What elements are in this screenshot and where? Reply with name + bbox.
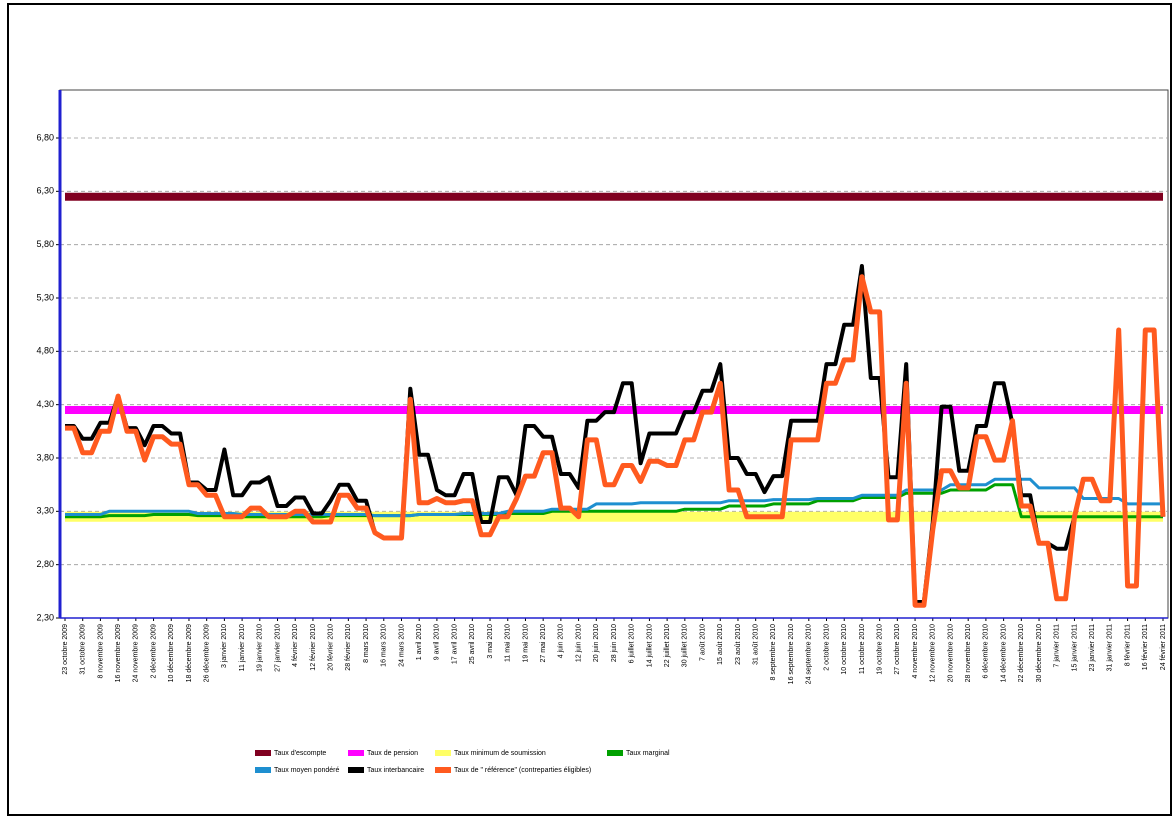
legend-label: Taux de " référence" (contreparties élig… — [454, 767, 591, 774]
y-tick-label: 5,30 — [36, 292, 54, 302]
x-tick-label: 4 novembre 2010 — [912, 624, 919, 679]
x-tick-label: 14 décembre 2010 — [1000, 624, 1007, 682]
x-tick-label: 17 avril 2010 — [451, 624, 458, 664]
x-tick-label: 2 décembre 2009 — [150, 624, 157, 679]
x-tick-label: 6 juillet 2010 — [629, 624, 636, 663]
x-tick-label: 15 janvier 2011 — [1071, 624, 1078, 671]
series-line — [65, 483, 1163, 519]
x-tick-label: 24 février 2011 — [1160, 624, 1167, 670]
x-tick-label: 14 juillet 2010 — [646, 624, 653, 667]
x-tick-label: 19 mai 2010 — [522, 624, 529, 663]
x-tick-label: 24 mars 2010 — [398, 624, 405, 667]
x-tick-label: 31 octobre 2009 — [80, 624, 87, 675]
x-tick-label: 15 août 2010 — [717, 624, 724, 665]
x-tick-label: 12 juin 2010 — [575, 624, 582, 662]
x-tick-label: 25 avril 2010 — [469, 624, 476, 664]
x-tick-label: 11 octobre 2010 — [859, 624, 866, 674]
legend-label: Taux moyen pondéré — [274, 767, 339, 774]
x-tick-label: 30 décembre 2010 — [1036, 624, 1043, 682]
legend-swatch — [348, 750, 364, 756]
x-tick-label: 23 août 2010 — [735, 624, 742, 665]
x-tick-label: 22 décembre 2010 — [1018, 624, 1025, 682]
x-tick-label: 4 juin 2010 — [558, 624, 565, 658]
x-tick-label: 12 février 2010 — [310, 624, 317, 671]
x-tick-label: 30 juillet 2010 — [682, 624, 689, 667]
x-tick-label: 31 janvier 2011 — [1107, 624, 1114, 671]
series-line — [65, 274, 1166, 608]
legend-swatch — [255, 750, 271, 756]
x-tick-label: 18 décembre 2009 — [186, 624, 193, 682]
legend-swatch — [435, 767, 451, 773]
x-tick-label: 3 mai 2010 — [487, 624, 494, 659]
legend-label: Taux interbancaire — [367, 767, 424, 774]
y-tick-label: 4,80 — [36, 346, 54, 356]
legend-swatch — [255, 767, 271, 773]
legend-swatch — [435, 750, 451, 756]
x-tick-label: 12 novembre 2010 — [930, 624, 937, 682]
x-tick-label: 23 janvier 2011 — [1089, 624, 1096, 671]
x-tick-label: 20 novembre 2010 — [947, 624, 954, 682]
x-tick-label: 28 février 2010 — [345, 624, 352, 671]
legend-swatch — [607, 750, 623, 756]
x-tick-label: 3 janvier 2010 — [221, 624, 228, 668]
x-tick-label: 24 novembre 2009 — [133, 624, 140, 682]
y-tick-label: 6,30 — [36, 186, 54, 196]
legend-label: Taux de pension — [367, 750, 418, 757]
x-tick-label: 28 juin 2010 — [611, 624, 618, 662]
x-tick-label: 16 février 2011 — [1142, 624, 1149, 670]
x-tick-label: 22 juillet 2010 — [664, 624, 671, 667]
x-tick-label: 11 janvier 2010 — [239, 624, 246, 671]
x-tick-label: 27 octobre 2010 — [894, 624, 901, 675]
x-tick-label: 2 octobre 2010 — [823, 624, 830, 671]
x-tick-label: 6 décembre 2010 — [983, 624, 990, 679]
x-tick-label: 31 août 2010 — [753, 624, 760, 665]
x-tick-label: 16 septembre 2010 — [788, 624, 795, 684]
y-tick-label: 6,80 — [36, 132, 54, 142]
y-tick-label: 2,30 — [36, 612, 54, 622]
x-tick-label: 28 novembre 2010 — [965, 624, 972, 682]
x-tick-label: 19 octobre 2010 — [876, 624, 883, 675]
series-line — [65, 264, 1165, 604]
y-tick-label: 5,80 — [36, 239, 54, 249]
y-tick-label: 3,80 — [36, 452, 54, 462]
x-tick-label: 27 mai 2010 — [540, 624, 547, 663]
x-tick-label: 4 février 2010 — [292, 624, 299, 667]
x-tick-label: 1 avril 2010 — [416, 624, 423, 660]
x-tick-label: 19 janvier 2010 — [257, 624, 264, 672]
x-tick-label: 10 décembre 2009 — [168, 624, 175, 682]
x-tick-label: 8 septembre 2010 — [770, 624, 777, 681]
y-tick-label: 2,80 — [36, 559, 54, 569]
legend-label: Taux marginal — [626, 750, 670, 757]
x-tick-label: 10 octobre 2010 — [841, 624, 848, 675]
x-tick-label: 20 juin 2010 — [593, 624, 600, 662]
x-tick-label: 7 janvier 2011 — [1054, 624, 1061, 668]
x-tick-label: 8 mars 2010 — [363, 624, 370, 663]
x-tick-label: 7 août 2010 — [699, 624, 706, 661]
legend-swatch — [348, 767, 364, 773]
legend-label: Taux d'escompte — [274, 750, 326, 757]
x-tick-label: 16 novembre 2009 — [115, 624, 122, 682]
x-tick-label: 8 février 2011 — [1124, 624, 1131, 666]
x-tick-label: 9 avril 2010 — [434, 624, 441, 660]
x-tick-label: 27 janvier 2010 — [274, 624, 281, 672]
x-tick-label: 24 septembre 2010 — [806, 624, 813, 684]
x-tick-label: 23 octobre 2009 — [62, 624, 69, 675]
series-line — [65, 477, 1163, 518]
x-tick-label: 11 mai 2010 — [505, 624, 512, 662]
x-tick-label: 26 décembre 2009 — [204, 624, 211, 682]
plot-area — [59, 89, 1169, 619]
legend-label: Taux minimum de soumission — [454, 750, 546, 757]
x-tick-label: 20 février 2010 — [327, 624, 334, 671]
x-tick-label: 8 novembre 2009 — [97, 624, 104, 679]
y-tick-label: 4,30 — [36, 399, 54, 409]
x-tick-label: 16 mars 2010 — [381, 624, 388, 667]
y-tick-label: 3,30 — [36, 506, 54, 516]
